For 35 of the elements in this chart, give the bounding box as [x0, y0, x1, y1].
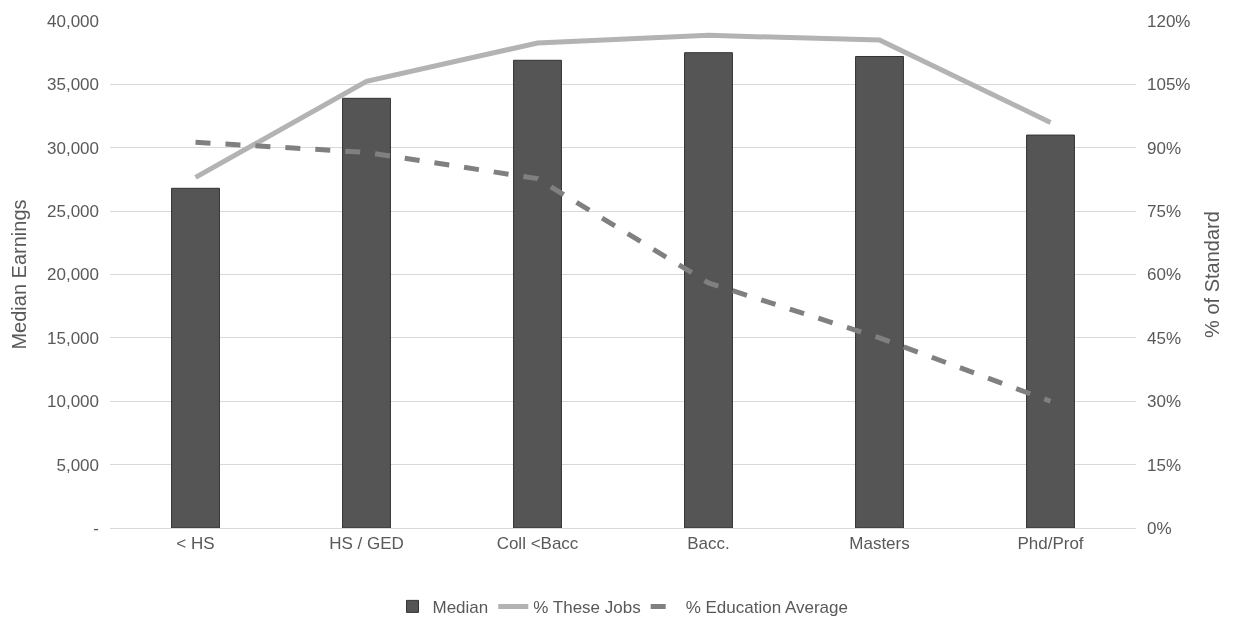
y-tick-label: 35,000 [47, 75, 99, 95]
legend-label: % These Jobs [533, 598, 641, 618]
y2-tick-label: 45% [1147, 328, 1182, 348]
y-axis-title: Median Earnings [7, 199, 30, 350]
y-tick-label: - [93, 518, 99, 538]
x-tick-label: Bacc. [687, 534, 730, 554]
y-tick-label: 10,000 [47, 392, 99, 412]
x-tick-label: < HS [176, 534, 215, 554]
y2-tick-label: 0% [1147, 518, 1172, 538]
y2-tick-label: 90% [1147, 138, 1182, 158]
y-tick-label: 20,000 [47, 265, 99, 285]
y2-tick-label: 60% [1147, 265, 1182, 285]
y-tick-label: 5,000 [56, 455, 99, 475]
y-tick-label: 15,000 [47, 328, 99, 348]
y2-tick-label: 30% [1147, 392, 1182, 412]
x-tick-label: Coll <Bacc [496, 534, 579, 554]
y2-tick-label: 120% [1147, 11, 1191, 31]
y-tick-label: 30,000 [47, 138, 99, 158]
bar [855, 55, 904, 528]
x-tick-label: Phd/Prof [1017, 534, 1084, 554]
y2-tick-label: 105% [1147, 75, 1191, 95]
y-tick-label: 40,000 [47, 11, 99, 31]
y2-tick-label: 15% [1147, 455, 1182, 475]
bar [342, 97, 391, 528]
y2-tick-label: 75% [1147, 202, 1182, 222]
bar [684, 52, 733, 528]
y-tick-label: 25,000 [47, 202, 99, 222]
legend-label: Median [432, 598, 489, 618]
y2-axis-title: % of Standard [1200, 211, 1223, 338]
legend-label: % Education Average [685, 598, 848, 618]
x-tick-label: Masters [849, 534, 910, 554]
bar [171, 187, 220, 528]
bar [1026, 134, 1075, 528]
x-tick-label: HS / GED [329, 534, 404, 554]
bar [513, 59, 562, 528]
